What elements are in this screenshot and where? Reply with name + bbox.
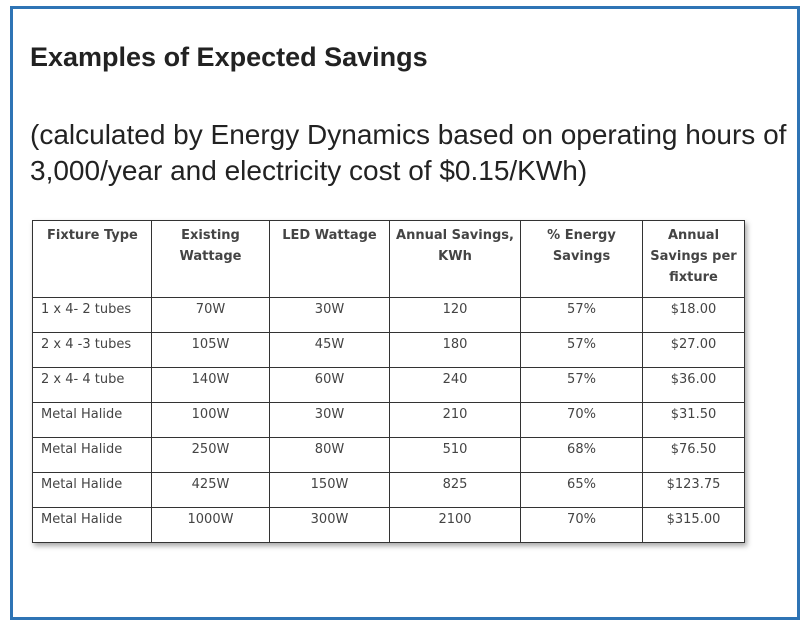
slide-title: Examples of Expected Savings [30, 42, 428, 72]
cell-fixture-type: Metal Halide [32, 437, 152, 473]
cell-led-wattage: 300W [269, 507, 390, 543]
cell-existing-wattage: 140W [151, 367, 270, 403]
header-annual-savings-kwh: Annual Savings, KWh [389, 220, 521, 298]
slide-frame: Examples of Expected Savings (calculated… [10, 6, 800, 620]
cell-energy-savings: 68% [520, 437, 643, 473]
cell-led-wattage: 60W [269, 367, 390, 403]
cell-existing-wattage: 105W [151, 332, 270, 368]
cell-fixture-type: 1 x 4- 2 tubes [32, 297, 152, 333]
cell-savings-per-fixture: $76.50 [642, 437, 745, 473]
cell-savings-per-fixture: $315.00 [642, 507, 745, 543]
cell-annual-savings-kwh: 210 [389, 402, 521, 438]
table-row: 1 x 4- 2 tubes 70W 30W 120 57% $18.00 [32, 297, 745, 333]
cell-existing-wattage: 100W [151, 402, 270, 438]
header-annual-savings-per-fixture: Annual Savings per fixture [642, 220, 745, 298]
header-led-wattage: LED Wattage [269, 220, 390, 298]
cell-energy-savings: 57% [520, 297, 643, 333]
cell-energy-savings: 70% [520, 402, 643, 438]
cell-energy-savings: 57% [520, 367, 643, 403]
table-row: Metal Halide 100W 30W 210 70% $31.50 [32, 402, 745, 438]
table-header-row: Fixture Type Existing Wattage LED Wattag… [32, 220, 745, 298]
cell-fixture-type: Metal Halide [32, 472, 152, 508]
cell-led-wattage: 80W [269, 437, 390, 473]
cell-energy-savings: 65% [520, 472, 643, 508]
table-row: Metal Halide 425W 150W 825 65% $123.75 [32, 472, 745, 508]
cell-savings-per-fixture: $27.00 [642, 332, 745, 368]
savings-table: Fixture Type Existing Wattage LED Wattag… [32, 220, 745, 543]
cell-savings-per-fixture: $36.00 [642, 367, 745, 403]
header-existing-wattage: Existing Wattage [151, 220, 270, 298]
cell-savings-per-fixture: $31.50 [642, 402, 745, 438]
cell-led-wattage: 30W [269, 297, 390, 333]
cell-existing-wattage: 250W [151, 437, 270, 473]
slide-subtitle: (calculated by Energy Dynamics based on … [30, 119, 787, 186]
cell-fixture-type: Metal Halide [32, 402, 152, 438]
cell-led-wattage: 150W [269, 472, 390, 508]
header-fixture-type: Fixture Type [32, 220, 152, 298]
cell-savings-per-fixture: $123.75 [642, 472, 745, 508]
cell-existing-wattage: 70W [151, 297, 270, 333]
cell-led-wattage: 30W [269, 402, 390, 438]
cell-energy-savings: 57% [520, 332, 643, 368]
cell-annual-savings-kwh: 120 [389, 297, 521, 333]
cell-annual-savings-kwh: 510 [389, 437, 521, 473]
cell-annual-savings-kwh: 180 [389, 332, 521, 368]
table-row: Metal Halide 250W 80W 510 68% $76.50 [32, 437, 745, 473]
cell-existing-wattage: 1000W [151, 507, 270, 543]
header-energy-savings: % Energy Savings [520, 220, 643, 298]
cell-fixture-type: 2 x 4- 4 tube [32, 367, 152, 403]
table-row: 2 x 4 -3 tubes 105W 45W 180 57% $27.00 [32, 332, 745, 368]
cell-existing-wattage: 425W [151, 472, 270, 508]
table-row: 2 x 4- 4 tube 140W 60W 240 57% $36.00 [32, 367, 745, 403]
cell-annual-savings-kwh: 240 [389, 367, 521, 403]
cell-fixture-type: 2 x 4 -3 tubes [32, 332, 152, 368]
cell-annual-savings-kwh: 825 [389, 472, 521, 508]
cell-annual-savings-kwh: 2100 [389, 507, 521, 543]
cell-fixture-type: Metal Halide [32, 507, 152, 543]
cell-savings-per-fixture: $18.00 [642, 297, 745, 333]
cell-energy-savings: 70% [520, 507, 643, 543]
cell-led-wattage: 45W [269, 332, 390, 368]
table-row: Metal Halide 1000W 300W 2100 70% $315.00 [32, 507, 745, 543]
